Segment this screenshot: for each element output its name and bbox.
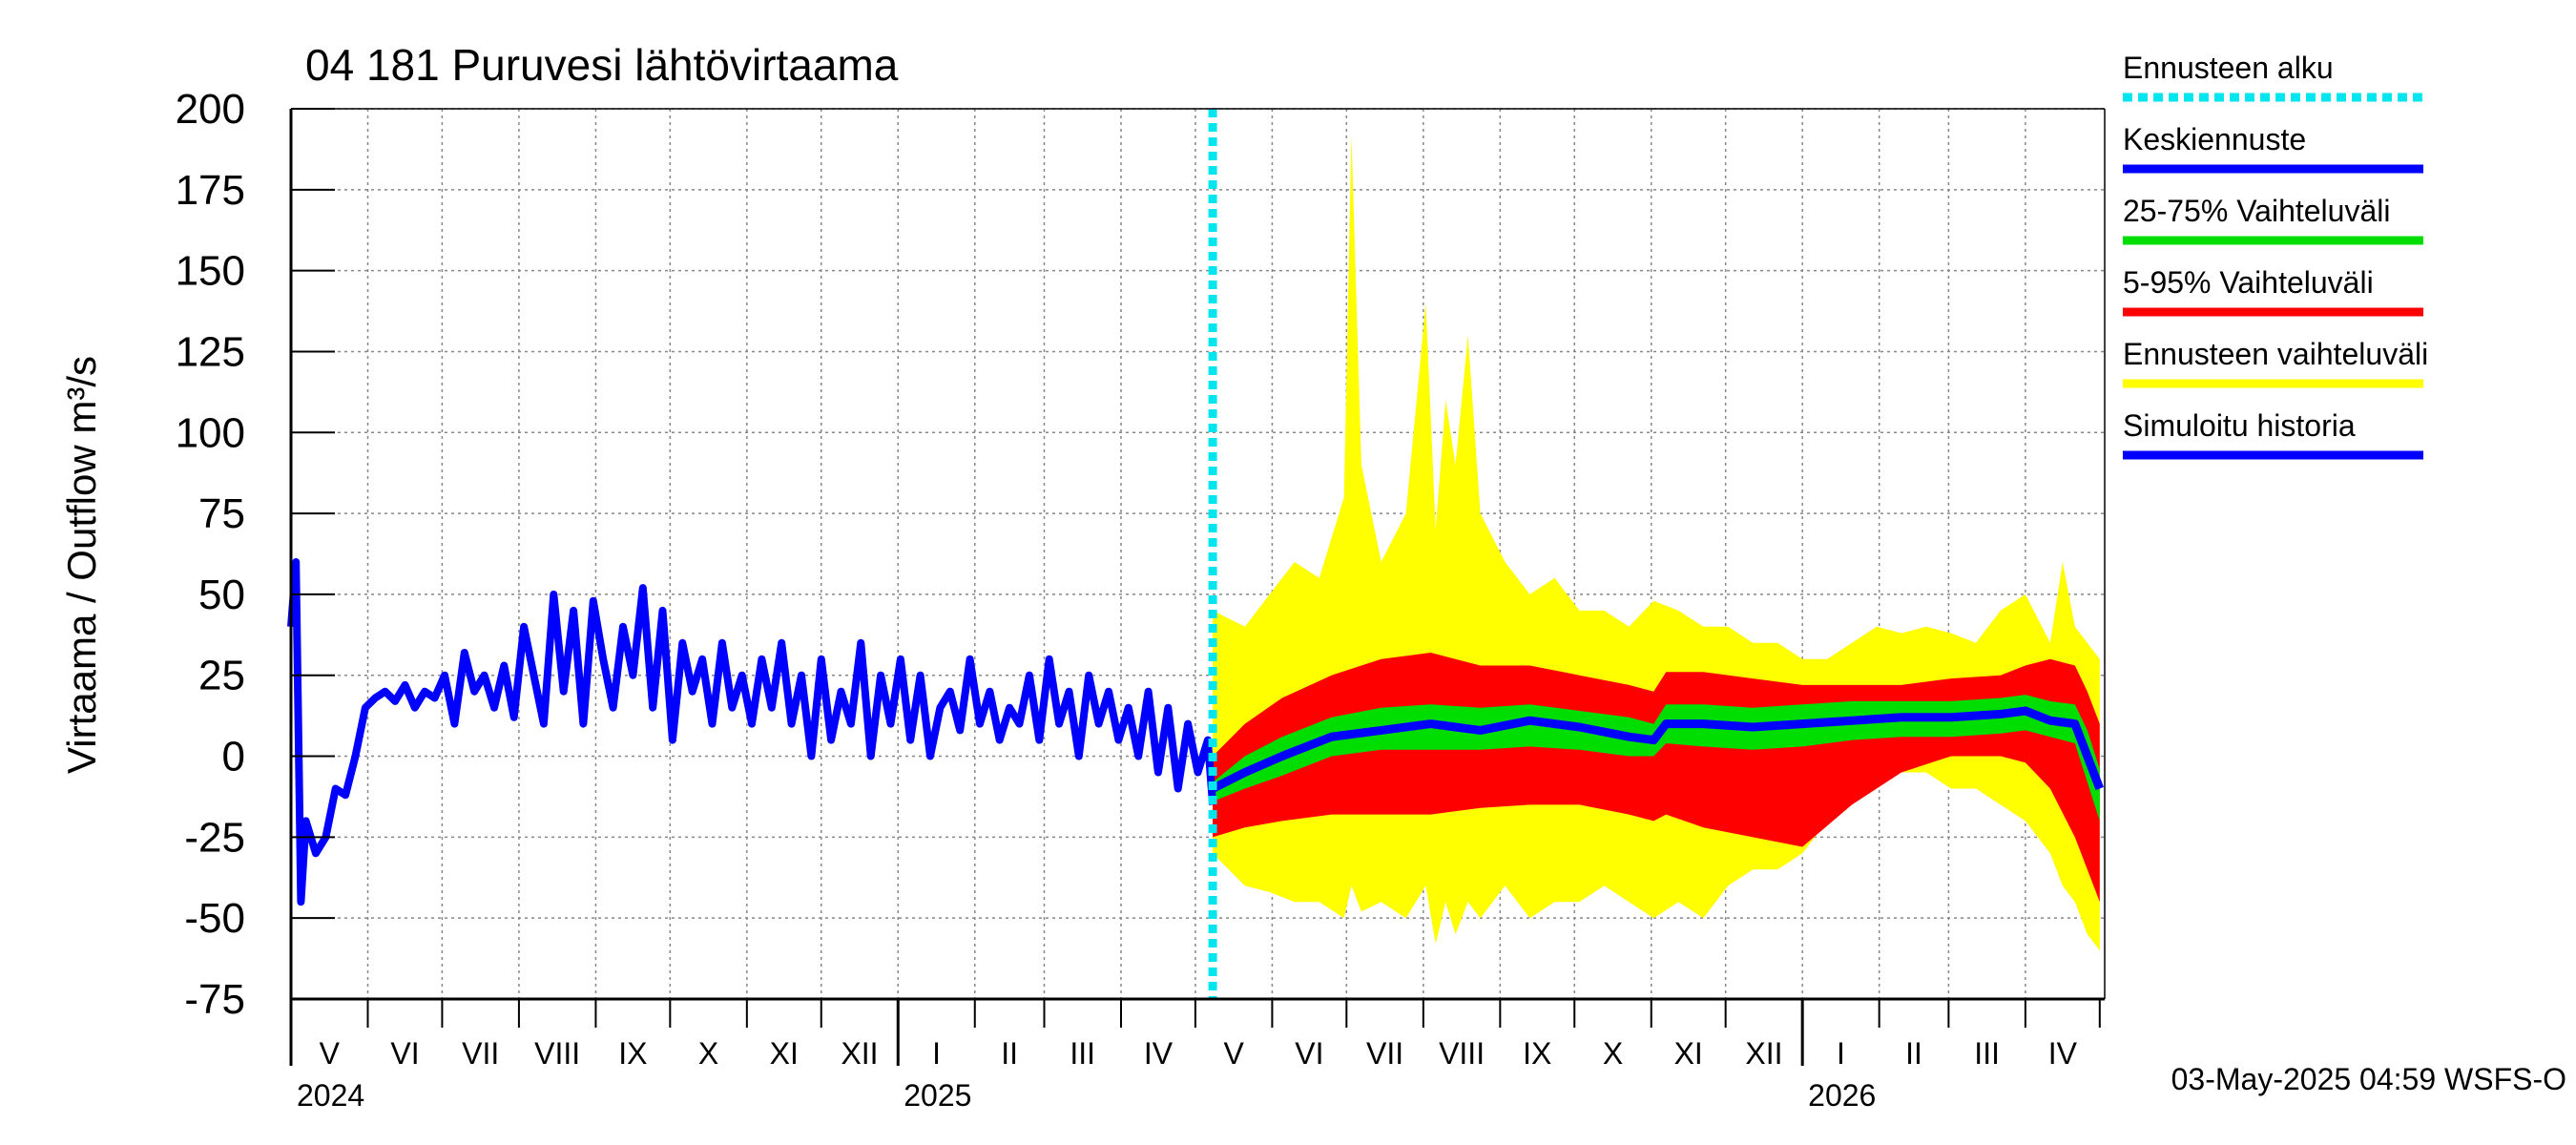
month-label: II <box>1001 1036 1018 1071</box>
year-label: 2026 <box>1808 1078 1876 1113</box>
month-label: II <box>1905 1036 1922 1071</box>
month-label: VI <box>1295 1036 1323 1071</box>
month-label: V <box>320 1036 341 1071</box>
line-simuloitu-historia <box>287 558 1217 906</box>
month-label: VII <box>1366 1036 1403 1071</box>
y-tick-label: 175 <box>176 167 245 214</box>
y-tick-label: 25 <box>198 653 245 699</box>
y-tick-label: 100 <box>176 409 245 456</box>
month-label: VIII <box>1439 1036 1485 1071</box>
month-label: VI <box>390 1036 419 1071</box>
month-label: IV <box>1144 1036 1174 1071</box>
legend-label: Ennusteen alku <box>2123 51 2334 85</box>
month-label: X <box>698 1036 718 1071</box>
month-label: I <box>1837 1036 1845 1071</box>
line-keskiennuste <box>1211 706 2105 793</box>
month-label: IV <box>2048 1036 2078 1071</box>
year-label: 2025 <box>904 1078 971 1113</box>
y-axis-label: Virtaama / Outflow m³/s <box>59 356 104 774</box>
legend-label: 25-75% Vaihteluväli <box>2123 194 2390 228</box>
y-tick-label: -50 <box>184 895 245 942</box>
month-label: VII <box>462 1036 499 1071</box>
y-tick-label: -25 <box>184 814 245 861</box>
legend-label: Simuloitu historia <box>2123 408 2356 443</box>
y-tick-label: 150 <box>176 248 245 295</box>
legend-label: Ennusteen vaihteluväli <box>2123 337 2428 371</box>
legend: Ennusteen alku Keskiennuste 25-75% Vaihtel… <box>2123 51 2428 460</box>
series-lines <box>287 109 2105 999</box>
legend-label: 5-95% Vaihteluväli <box>2123 265 2374 300</box>
y-tick-label: 50 <box>198 572 245 618</box>
y-tick-label: -75 <box>184 976 245 1023</box>
month-label: IX <box>1523 1036 1551 1071</box>
month-label: IX <box>618 1036 647 1071</box>
month-label: XII <box>841 1036 878 1071</box>
month-label: XI <box>1674 1036 1703 1071</box>
month-label: III <box>1974 1036 2000 1071</box>
y-tick-label: 125 <box>176 328 245 375</box>
y-tick-label: 0 <box>222 734 245 781</box>
footer-timestamp: 03-May-2025 04:59 WSFS-O <box>2171 1062 2566 1096</box>
month-label: VIII <box>534 1036 580 1071</box>
y-tick-label: 200 <box>176 86 245 133</box>
legend-label: Keskiennuste <box>2123 122 2306 156</box>
month-label: XII <box>1745 1036 1782 1071</box>
month-label: I <box>932 1036 941 1071</box>
month-label: X <box>1603 1036 1623 1071</box>
month-label: V <box>1223 1036 1244 1071</box>
month-label: III <box>1070 1036 1095 1071</box>
y-tick-label: 75 <box>198 490 245 537</box>
month-label: XI <box>770 1036 799 1071</box>
year-label: 2024 <box>297 1078 364 1113</box>
chart-title: 04 181 Puruvesi lähtövirtaama <box>305 40 899 90</box>
